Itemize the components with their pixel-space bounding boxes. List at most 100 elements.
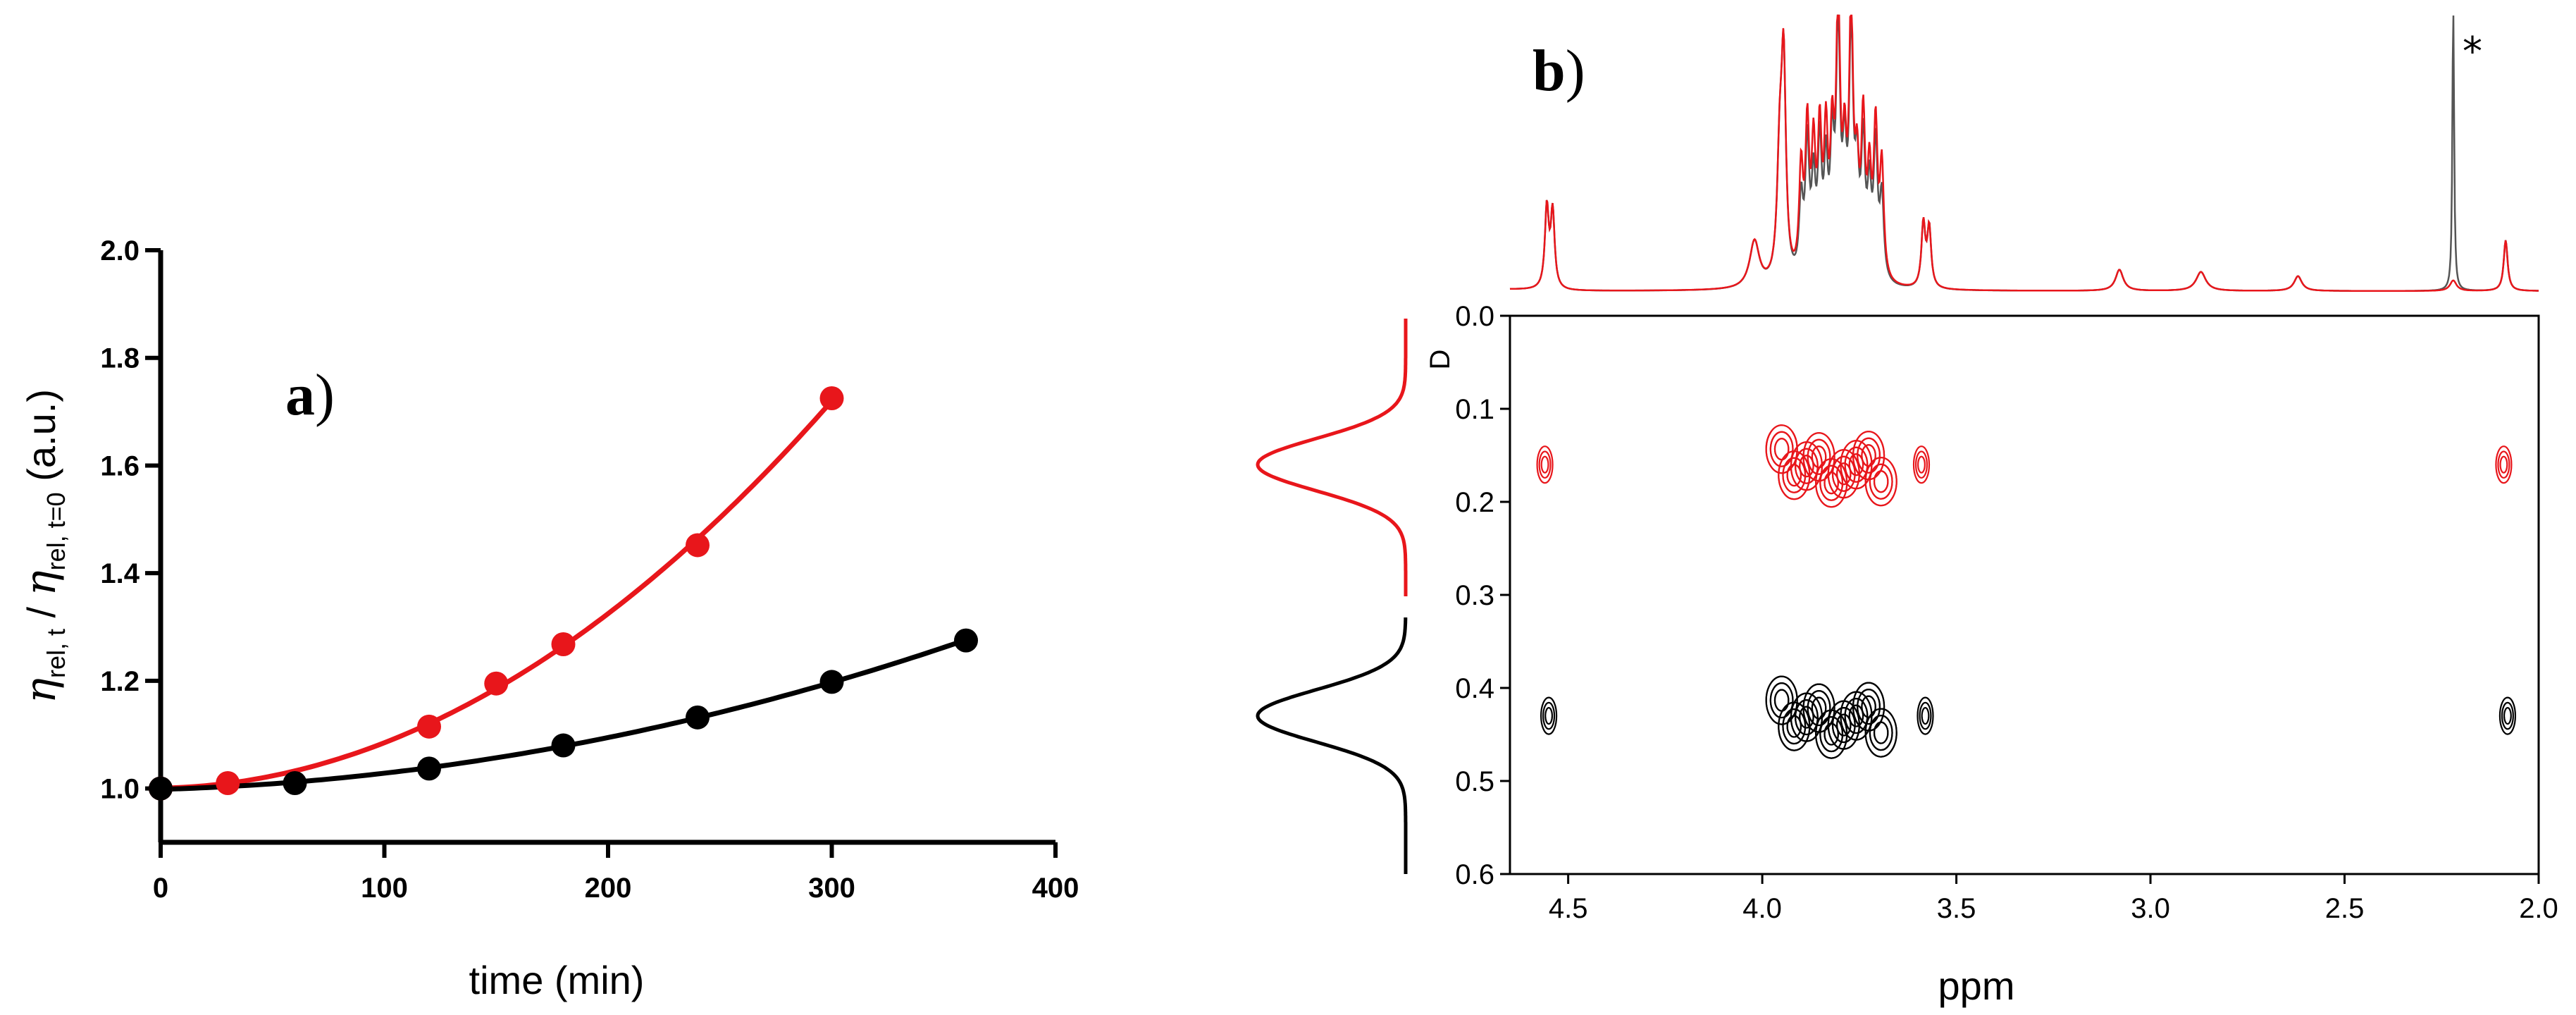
contour-ring	[2497, 450, 2510, 479]
contour-ring	[2498, 696, 2517, 735]
y-tick-label: 0.6	[1455, 859, 1494, 890]
contour-ring	[1794, 448, 1819, 484]
contour-ring	[1807, 690, 1831, 727]
x-ticks-dosy: 4.5 4.0 3.5 3.0 2.5 2.0	[1549, 874, 2558, 924]
contour-ring	[1861, 444, 1876, 467]
contour-ring	[1836, 713, 1852, 737]
y-axis-label-dosy: D	[1425, 350, 1456, 370]
x-tick-label: 2.0	[2519, 893, 2558, 924]
contour-ring	[1869, 715, 1893, 751]
contour-ring	[1536, 445, 1554, 484]
contour-ring	[1823, 472, 1839, 495]
y-tick-label: 1.6	[100, 450, 140, 481]
data-point	[283, 771, 307, 795]
data-point	[551, 632, 576, 656]
x-axis-label: time (min)	[469, 958, 645, 1002]
data-point	[686, 533, 710, 558]
contour-ring	[1912, 445, 1931, 484]
y-tick-label: 1.2	[100, 666, 140, 697]
contour-ring	[1819, 465, 1844, 501]
1d-spectrum-top	[1509, 14, 2539, 293]
contour-ring	[1836, 462, 1852, 486]
panel-label-a: a)	[285, 362, 335, 428]
contour-ring	[1540, 696, 1558, 735]
contour-ring	[1782, 457, 1807, 493]
contour-ring	[2499, 455, 2508, 474]
contour-ring	[1864, 708, 1897, 758]
contour-ring	[1873, 470, 1889, 493]
contour-ring	[1823, 722, 1839, 746]
x-tick-label: 4.0	[1742, 893, 1782, 924]
y-ticks: 1.0 1.2 1.4 1.6 1.8 2.0	[100, 235, 161, 805]
y-tick-label: 0.5	[1455, 766, 1494, 797]
dosy-plot-frame	[1509, 314, 2540, 875]
contour-ring	[1864, 457, 1897, 507]
x-tick-label: 200	[585, 873, 632, 904]
contour-ring	[1765, 424, 1798, 474]
contour-ring	[1916, 696, 1934, 735]
contour-ring	[1786, 715, 1802, 738]
y-tick-label: 0.2	[1455, 487, 1494, 518]
data-point	[686, 705, 710, 730]
contour-ring	[1848, 704, 1864, 727]
y-tick-label: 1.0	[100, 774, 140, 805]
x-tick-label: 0	[153, 873, 168, 904]
projection-black	[1256, 617, 1408, 874]
contour-ring	[1819, 716, 1844, 753]
contour-ring	[1540, 455, 1549, 474]
x-tick-label: 3.5	[1937, 893, 1976, 924]
annotation-star: *	[2463, 29, 2482, 75]
contour-ring	[1861, 695, 1876, 718]
y-tick-label: 1.4	[100, 558, 140, 589]
diffusion-projection	[1256, 319, 1408, 874]
y-tick-label: 0.4	[1455, 673, 1494, 704]
data-point	[484, 671, 509, 696]
contour-ring	[1773, 438, 1790, 461]
contour-ring	[1786, 464, 1802, 487]
y-tick-label: 0.1	[1455, 394, 1494, 425]
contour-ring	[1921, 707, 1930, 725]
projection-red	[1256, 319, 1408, 596]
contour-ring	[1852, 431, 1885, 481]
x-tick-label: 100	[361, 873, 408, 904]
data-point	[819, 670, 844, 694]
contour-ring	[2503, 707, 2512, 725]
data-point	[417, 756, 441, 781]
x-ticks: 0 100 200 300 400	[153, 842, 1079, 904]
contour-ring	[1769, 682, 1794, 719]
contour-ring	[1844, 698, 1869, 734]
y-axis-label: ηrel, t / ηrel, t=0 (a.u.)	[16, 389, 70, 703]
data-point	[551, 733, 576, 758]
x-axis-label-dosy: ppm	[1938, 964, 2015, 1008]
contour-ring	[1765, 675, 1798, 725]
contour-ring	[1917, 455, 1926, 474]
contour-ring	[1544, 707, 1554, 725]
dosy-nmr-chart: * b) 0.0 0.1 0.2 0.3 0.4 0.5 0.6 4.5 4.0 3.5 3.0 2…	[1256, 14, 2558, 1008]
spectrum-black	[1509, 14, 2539, 292]
data-point	[954, 628, 978, 653]
spectrum-red	[1510, 14, 2539, 293]
contour-ring	[1811, 445, 1827, 469]
contour-ring	[1782, 708, 1807, 745]
contour-ring	[1802, 683, 1835, 733]
contour-ring	[1873, 721, 1889, 744]
x-tick-label: 2.5	[2325, 893, 2365, 924]
contour-ring	[1811, 696, 1827, 720]
data-point	[149, 776, 173, 801]
y-tick-label: 2.0	[100, 235, 140, 266]
contour-ring	[1831, 455, 1856, 492]
y-tick-label: 0.3	[1455, 580, 1494, 611]
contour-ring	[2495, 445, 2513, 484]
data-point	[819, 386, 844, 410]
contour-ring	[1773, 689, 1790, 712]
x-tick-label: 4.5	[1549, 893, 1588, 924]
dosy-contours	[1536, 424, 2517, 759]
data-point	[216, 771, 240, 795]
x-tick-label: 300	[808, 873, 855, 904]
contour-ring	[2501, 701, 2514, 730]
contour-ring	[1919, 701, 1932, 730]
contour-ring	[1869, 463, 1893, 500]
contour-ring	[1542, 701, 1556, 730]
y-tick-label: 1.8	[100, 343, 140, 374]
fit-curves	[160, 399, 967, 792]
